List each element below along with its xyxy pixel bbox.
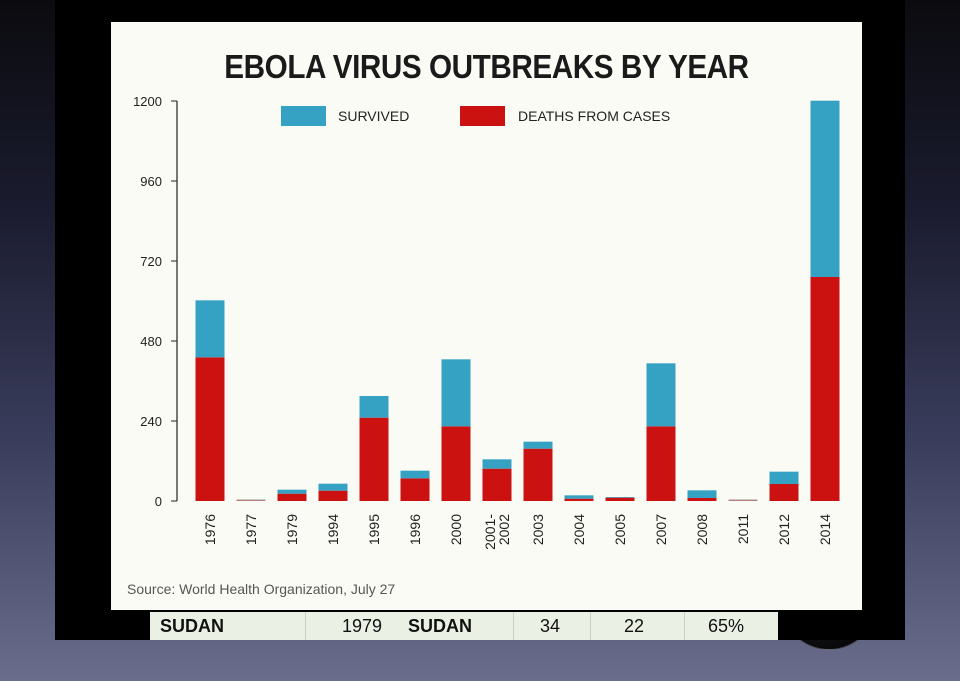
bar-deaths	[482, 468, 512, 501]
bar-survived	[769, 471, 799, 484]
table-cell-deaths: 22	[624, 616, 645, 636]
legend-swatch-survived	[281, 106, 326, 126]
table-divider	[305, 612, 306, 640]
bar-deaths	[277, 493, 307, 501]
legend-label-deaths: DEATHS FROM CASES	[518, 108, 670, 124]
table-cell-cases: 34	[540, 616, 561, 636]
bar-deaths	[810, 277, 840, 501]
bar-survived	[810, 100, 840, 278]
x-tick-label: 2011	[735, 514, 751, 544]
svg-text:1995: 1995	[366, 514, 382, 545]
svg-text:2011: 2011	[735, 514, 751, 544]
x-tick-label: 2001-2002	[482, 514, 512, 550]
table-cell-year: 1979	[342, 616, 383, 636]
bar-deaths	[400, 478, 430, 501]
table-cell-fatality: 65%	[708, 616, 745, 636]
x-tick-label: 2007	[653, 514, 669, 545]
bar-deaths	[605, 497, 635, 501]
svg-text:2005: 2005	[612, 514, 628, 545]
y-tick-label: 0	[155, 494, 162, 509]
svg-text:2012: 2012	[776, 514, 792, 545]
svg-text:2014: 2014	[817, 514, 833, 545]
x-tick-label: 1995	[366, 514, 382, 545]
svg-text:1976: 1976	[202, 514, 218, 545]
x-tick-label: 2003	[530, 514, 546, 545]
svg-text:1994: 1994	[325, 514, 341, 545]
y-tick-label: 960	[140, 174, 162, 189]
y-tick-label: 720	[140, 254, 162, 269]
bar-survived	[195, 300, 225, 358]
legend-label-survived: SURVIVED	[338, 108, 409, 124]
bar-deaths	[564, 498, 594, 501]
svg-text:1977: 1977	[243, 514, 259, 545]
bar-deaths	[687, 498, 717, 501]
svg-text:2008: 2008	[694, 514, 710, 545]
svg-text:2002: 2002	[496, 514, 512, 545]
bar-survived	[318, 483, 348, 491]
y-tick-label: 1200	[133, 94, 162, 109]
x-tick-label: 1996	[407, 514, 423, 545]
bar-survived	[359, 396, 389, 418]
svg-text:1979: 1979	[284, 514, 300, 545]
bar-survived	[646, 363, 676, 427]
bar-survived	[523, 441, 553, 449]
bar-deaths	[318, 490, 348, 501]
bar-deaths	[769, 484, 799, 501]
source-note: Source: World Health Organization, July …	[127, 581, 396, 597]
svg-text:1996: 1996	[407, 514, 423, 545]
x-tick-label: 2014	[817, 514, 833, 545]
chart-title: EBOLA VIRUS OUTBREAKS BY YEAR	[224, 48, 749, 85]
bar-survived	[441, 359, 471, 427]
table-divider	[513, 612, 514, 640]
table-cell-country-2: SUDAN	[408, 616, 473, 636]
x-tick-label: 1977	[243, 514, 259, 545]
table-cell-country: SUDAN	[160, 616, 225, 636]
svg-text:2003: 2003	[530, 514, 546, 545]
bar-deaths	[359, 417, 389, 501]
table-divider	[684, 612, 685, 640]
bar-survived	[564, 495, 594, 499]
y-tick-label: 480	[140, 334, 162, 349]
bar-survived	[687, 490, 717, 498]
bar-survived	[400, 470, 430, 479]
bar-deaths	[646, 426, 676, 501]
x-tick-label: 1976	[202, 514, 218, 545]
bar-survived	[605, 497, 635, 498]
x-tick-label: 2004	[571, 514, 587, 545]
bar-survived	[277, 489, 307, 494]
table-row: SUDAN 1979 SUDAN 34 22 65%	[150, 612, 778, 640]
svg-text:2000: 2000	[448, 514, 464, 545]
x-tick-label: 2000	[448, 514, 464, 545]
x-tick-label: 1994	[325, 514, 341, 545]
table-divider	[590, 612, 591, 640]
x-tick-label: 2008	[694, 514, 710, 545]
svg-text:2007: 2007	[653, 514, 669, 545]
bar-deaths	[523, 448, 553, 501]
y-tick-label: 240	[140, 414, 162, 429]
legend-swatch-deaths	[460, 106, 505, 126]
svg-text:2004: 2004	[571, 514, 587, 545]
x-tick-label: 1979	[284, 514, 300, 545]
bar-deaths	[441, 426, 471, 501]
bar-deaths	[195, 357, 225, 501]
bar-survived	[482, 459, 512, 469]
svg-text:2001-: 2001-	[482, 514, 498, 550]
x-tick-label: 2005	[612, 514, 628, 545]
x-tick-label: 2012	[776, 514, 792, 545]
